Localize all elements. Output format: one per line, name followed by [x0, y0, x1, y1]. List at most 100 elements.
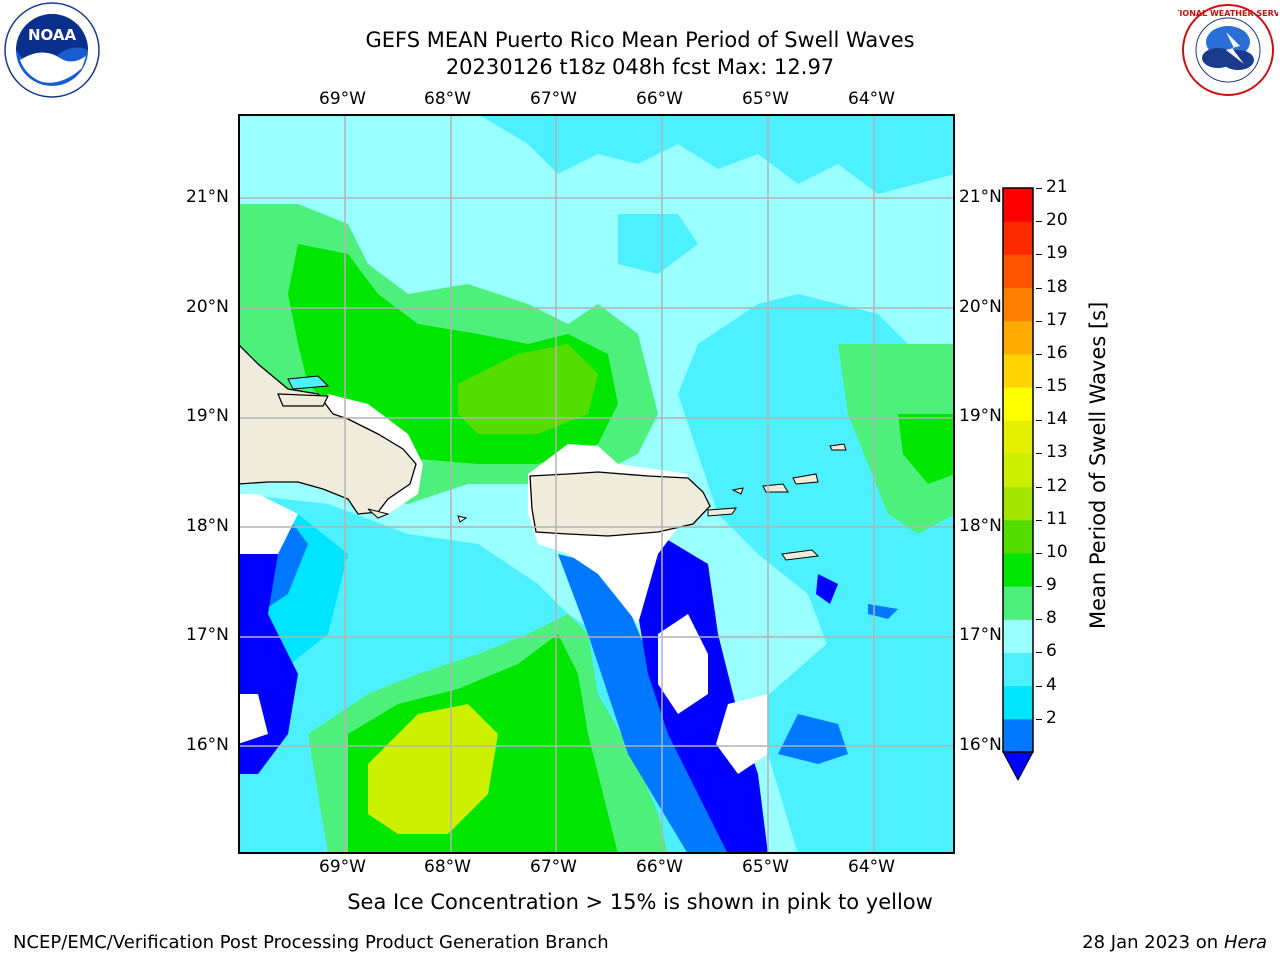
colorbar-segment: [1003, 353, 1033, 388]
map-frame: [238, 114, 955, 854]
colorbar-extend-triangle: [1002, 751, 1034, 782]
field-12-13: [368, 704, 498, 834]
lat-label-left-18n: 18°N: [186, 516, 229, 536]
footer-credit: NCEP/EMC/Verification Post Processing Pr…: [13, 932, 609, 953]
colorbar-tick-label: 21: [1046, 177, 1068, 197]
lon-label-top-68w: 68°W: [424, 89, 471, 109]
lon-label-bottom-65w: 65°W: [742, 857, 789, 877]
lon-label-top-65w: 65°W: [742, 89, 789, 109]
colorbar-segment: [1003, 552, 1033, 587]
colorbar-segment: [1003, 387, 1033, 421]
colorbar-tick-label: 16: [1046, 342, 1068, 363]
colorbar-segment: [1003, 287, 1033, 322]
lon-label-bottom-69w: 69°W: [319, 857, 366, 877]
colorbar-tick-label: 20: [1046, 210, 1068, 231]
chart-title-line2: 20230126 t18z 048h fcst Max: 12.97: [445, 55, 835, 79]
colorbar-tick-mark: [1036, 353, 1042, 355]
land-hispaniola: [238, 343, 417, 515]
colorbar-segment: [1003, 519, 1033, 554]
colorbar-tick-label: 14: [1046, 409, 1068, 430]
lon-label-bottom-66w: 66°W: [636, 857, 683, 877]
colorbar-tick-label: 10: [1046, 541, 1068, 562]
lon-label-bottom-64w: 64°W: [848, 857, 895, 877]
colorbar-tick-label: 6: [1046, 641, 1057, 662]
nws-logo-text: NATIONAL WEATHER SERVICE: [1178, 9, 1278, 18]
colorbar-tick-label: 12: [1046, 475, 1068, 496]
colorbar: [1000, 186, 1036, 784]
colorbar-tick-label: 8: [1046, 608, 1057, 629]
lon-label-top-66w: 66°W: [636, 89, 683, 109]
colorbar-tick-mark: [1036, 619, 1042, 621]
lat-label-right-18n: 18°N: [959, 516, 1002, 536]
colorbar-tick-label: 15: [1046, 376, 1068, 397]
colorbar-segment: [1003, 254, 1033, 289]
footer-timestamp: 28 Jan 2023 on Hera: [1082, 932, 1267, 953]
colorbar-tick-label: 18: [1046, 276, 1068, 297]
noaa-logo: NOAA: [2, 2, 102, 102]
colorbar-tick-label: 17: [1046, 309, 1068, 330]
colorbar-tick-mark: [1036, 453, 1042, 455]
colorbar-segment: [1003, 453, 1033, 488]
lat-label-left-16n: 16°N: [186, 735, 229, 755]
chart-title-line1: GEFS MEAN Puerto Rico Mean Period of Swe…: [365, 28, 915, 52]
field-6-8-north: [478, 114, 955, 194]
colorbar-tick-mark: [1036, 320, 1042, 322]
colorbar-tick-label: 13: [1046, 442, 1068, 463]
colorbar-ticks: 21 20 19 18 17 16 15 14 13 12 11 10 9 8 6 4 2: [1036, 177, 1086, 769]
lat-label-left-21n: 21°N: [186, 187, 229, 207]
colorbar-tick-mark: [1036, 420, 1042, 422]
colorbar-tick-mark: [1036, 387, 1042, 389]
colorbar-tick-mark: [1036, 221, 1042, 223]
lat-label-left-19n: 19°N: [186, 406, 229, 426]
colorbar-segment: [1003, 221, 1033, 255]
colorbar-tick-mark: [1036, 287, 1042, 289]
field-9-10-east: [838, 344, 955, 534]
footer-date: 28 Jan 2023 on: [1082, 932, 1219, 953]
lon-label-top-69w: 69°W: [319, 89, 366, 109]
colorbar-segment: [1003, 486, 1033, 521]
lon-label-top-67w: 67°W: [530, 89, 577, 109]
sea-ice-note: Sea Ice Concentration > 15% is shown in …: [347, 890, 933, 914]
colorbar-tick-mark: [1036, 188, 1042, 189]
colorbar-tick-mark: [1036, 652, 1042, 654]
map-svg: [238, 114, 955, 854]
lat-label-right-16n: 16°N: [959, 735, 1002, 755]
colorbar-segment: [1003, 320, 1033, 355]
lat-label-right-21n: 21°N: [959, 187, 1002, 207]
gridlines: [238, 114, 955, 854]
footer-host: Hera: [1223, 932, 1267, 953]
colorbar-segment: [1003, 652, 1033, 687]
lat-label-left-20n: 20°N: [186, 297, 229, 317]
nws-logo: NATIONAL WEATHER SERVICE: [1162, 2, 1280, 102]
colorbar-segment: [1003, 188, 1033, 222]
colorbar-tick-mark: [1036, 718, 1042, 720]
colorbar-tick-label: 2: [1046, 707, 1057, 728]
colorbar-tick-mark: [1036, 486, 1042, 488]
colorbar-tick-mark: [1036, 552, 1042, 554]
colorbar-segment: [1003, 685, 1033, 720]
lon-label-bottom-67w: 67°W: [530, 857, 577, 877]
colorbar-tick-label: 9: [1046, 575, 1057, 596]
colorbar-svg: [1002, 187, 1034, 782]
map-panel: [238, 114, 955, 854]
colorbar-segment: [1003, 420, 1033, 454]
noaa-logo-text: NOAA: [28, 26, 77, 44]
land-puerto-rico: [529, 471, 711, 537]
lat-label-left-17n: 17°N: [186, 625, 229, 645]
lat-label-right-19n: 19°N: [959, 406, 1002, 426]
colorbar-tick-label: 11: [1046, 508, 1068, 529]
colorbar-title: Mean Period of Swell Waves [s]: [1086, 301, 1110, 629]
colorbar-tick-label: 19: [1046, 243, 1068, 264]
lon-label-top-64w: 64°W: [848, 89, 895, 109]
lon-label-bottom-68w: 68°W: [424, 857, 471, 877]
colorbar-tick-mark: [1036, 685, 1042, 687]
colorbar-tick-mark: [1036, 519, 1042, 521]
colorbar-segment: [1003, 619, 1033, 653]
colorbar-frame: [1002, 187, 1034, 753]
colorbar-tick-mark: [1036, 254, 1042, 256]
colorbar-segment: [1003, 586, 1033, 620]
colorbar-tick-mark: [1036, 586, 1042, 588]
lat-label-right-17n: 17°N: [959, 625, 1002, 645]
colorbar-segment: [1003, 718, 1033, 753]
colorbar-tick-label: 4: [1046, 674, 1057, 695]
